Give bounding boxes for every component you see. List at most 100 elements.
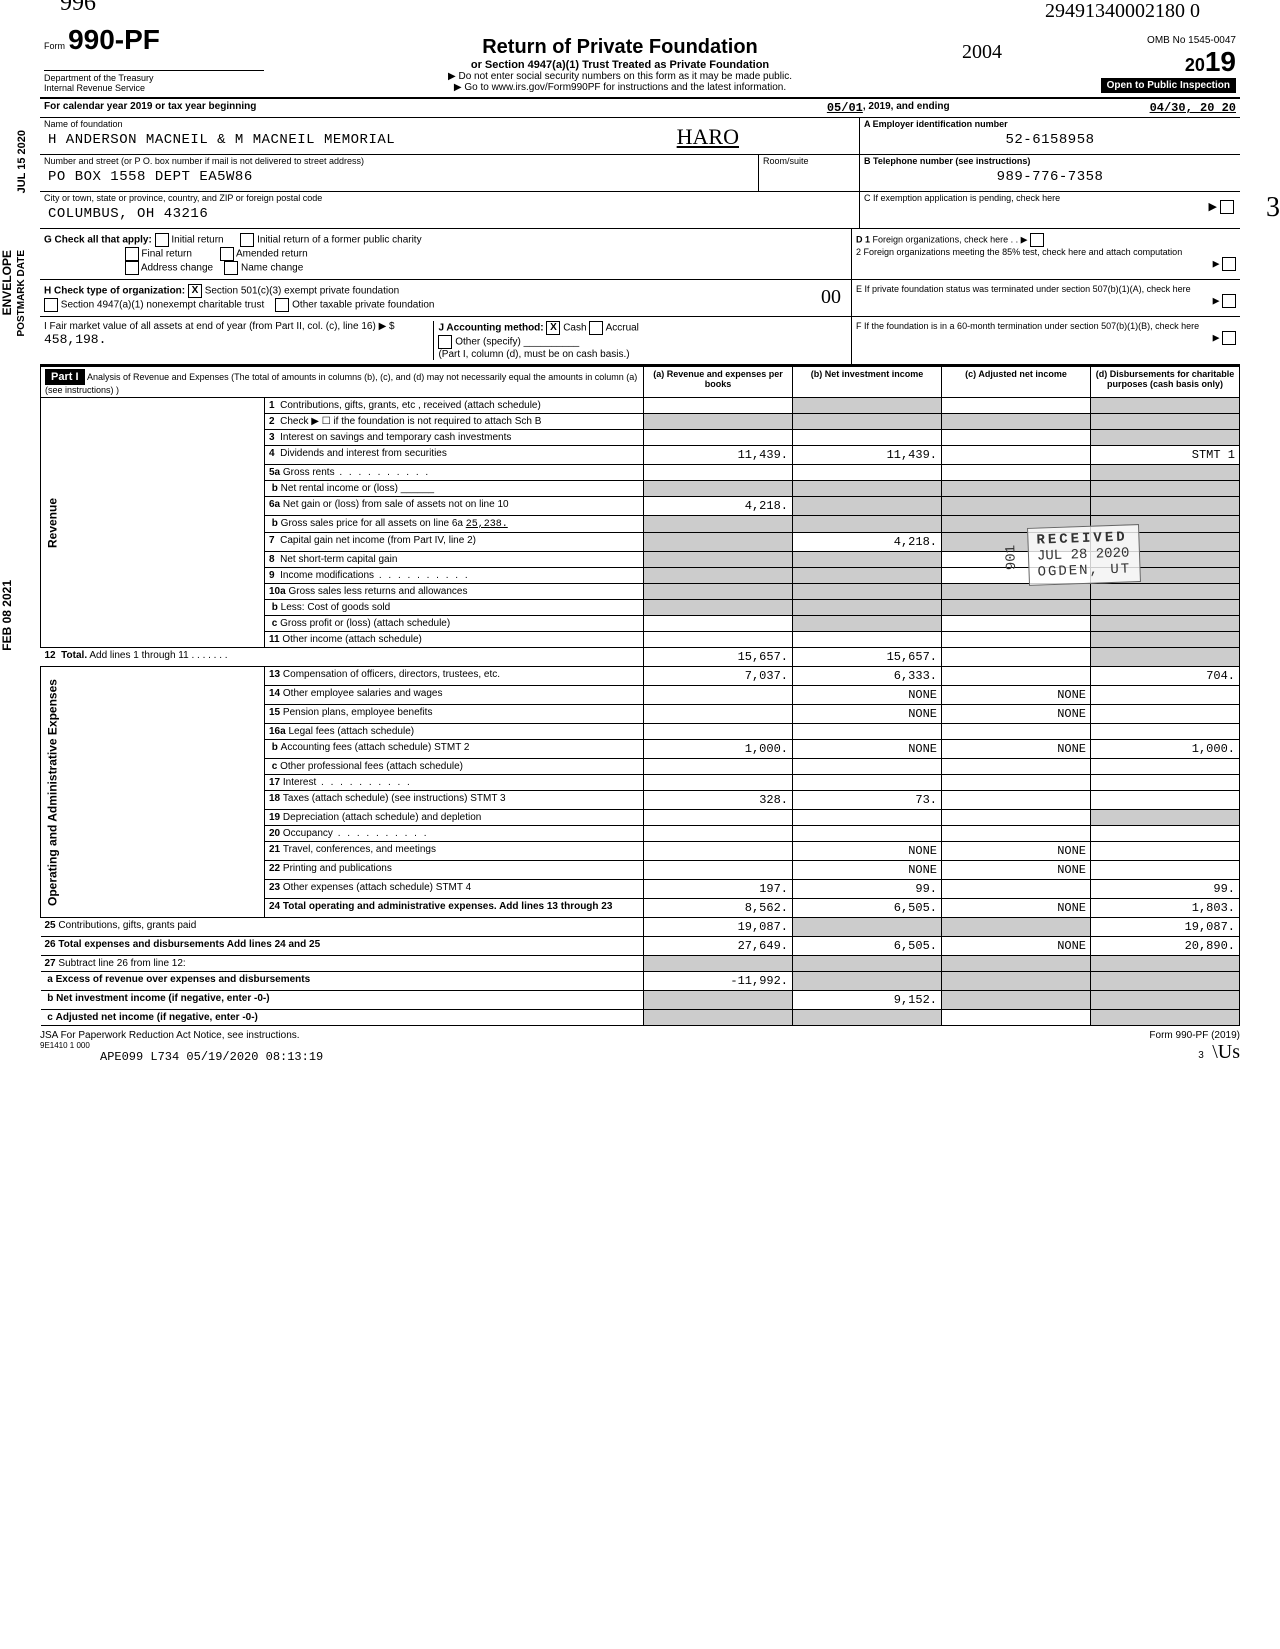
line-13-a: 7,037.: [644, 667, 793, 686]
j-cash-checkbox[interactable]: X: [546, 321, 560, 335]
line-18-a: 328.: [644, 791, 793, 810]
check-section-g: G Check all that apply: Initial return I…: [40, 229, 1240, 280]
line-18-b: 73.: [793, 791, 942, 810]
foundation-addr: PO BOX 1558 DEPT EA5W86: [40, 167, 758, 187]
scanned-stamp: SCANNED: [0, 720, 1, 809]
initial-label: Initial return: [171, 235, 223, 246]
line-25-a: 19,087.: [644, 918, 793, 937]
line-5a-desc: Gross rents: [283, 467, 430, 478]
h-other-label: Other taxable private foundation: [292, 300, 434, 311]
d2-label: 2 Foreign organizations meeting the 85% …: [856, 247, 1236, 257]
table-row: 26 Total expenses and disbursements Add …: [41, 937, 1240, 956]
line-27a-a: -11,992.: [644, 972, 793, 991]
f-checkbox[interactable]: [1222, 331, 1236, 345]
j-other-checkbox[interactable]: [438, 335, 452, 349]
form-prefix: Form: [44, 41, 65, 51]
d1-checkbox[interactable]: [1030, 233, 1044, 247]
postmark-label: POSTMARK DATE: [16, 250, 27, 336]
j-label: J Accounting method:: [438, 323, 543, 334]
stamp-2004: 2004: [962, 41, 1002, 64]
initial-checkbox[interactable]: [155, 233, 169, 247]
table-row: a Excess of revenue over expenses and di…: [41, 972, 1240, 991]
form-goto: ▶ Go to www.irs.gov/Form990PF for instru…: [272, 82, 968, 93]
calendar-row: For calendar year 2019 or tax year begin…: [40, 99, 1240, 118]
line-16b-a: 1,000.: [644, 740, 793, 759]
col-c-header: (c) Adjusted net income: [942, 367, 1091, 398]
name-change-checkbox[interactable]: [224, 261, 238, 275]
line-24-c: NONE: [942, 899, 1091, 918]
footer-code: 9E1410 1 000: [40, 1041, 323, 1050]
line-2-desc: Check ▶ ☐ if the foundation is not requi…: [280, 416, 541, 427]
d2-checkbox[interactable]: [1222, 257, 1236, 271]
addr-change-checkbox[interactable]: [125, 261, 139, 275]
room-label: Room/suite: [759, 155, 859, 167]
h-other-checkbox[interactable]: [275, 298, 289, 312]
line-4-desc: Dividends and interest from securities: [280, 448, 447, 459]
line-16b-c: NONE: [942, 740, 1091, 759]
line-26-c: NONE: [942, 937, 1091, 956]
line-12-b: 15,657.: [793, 648, 942, 667]
col-b-header: (b) Net investment income: [793, 367, 942, 398]
form-title: Return of Private Foundation: [272, 36, 968, 59]
j-cash-label: Cash: [563, 323, 586, 334]
table-row: b Net investment income (if negative, en…: [41, 991, 1240, 1010]
ein-value: 52-6158958: [860, 130, 1240, 150]
line-11-desc: Other income (attach schedule): [282, 634, 422, 645]
line-14-b: NONE: [793, 686, 942, 705]
line-27-desc: Subtract line 26 from line 12:: [58, 958, 185, 969]
line-24-b: 6,505.: [793, 899, 942, 918]
line-22-b: NONE: [793, 861, 942, 880]
line-23-d: 99.: [1091, 880, 1240, 899]
line-16b-d: 1,000.: [1091, 740, 1240, 759]
part1-header: Part I: [45, 369, 85, 385]
line-12-a: 15,657.: [644, 648, 793, 667]
table-row: 25 Contributions, gifts, grants paid19,0…: [41, 918, 1240, 937]
j-accrual-checkbox[interactable]: [589, 321, 603, 335]
h-501c3-label: Section 501(c)(3) exempt private foundat…: [205, 286, 400, 297]
line-25-d: 19,087.: [1091, 918, 1240, 937]
part1-table: Part I Analysis of Revenue and Expenses …: [40, 366, 1240, 1026]
line-18-desc: Taxes (attach schedule) (see instruction…: [283, 793, 506, 804]
line-15-b: NONE: [793, 705, 942, 724]
line-24-desc: Total operating and administrative expen…: [283, 901, 613, 912]
amended-checkbox[interactable]: [220, 247, 234, 261]
col-a-header: (a) Revenue and expenses per books: [644, 367, 793, 398]
line-4-b: 11,439.: [793, 446, 942, 465]
check-section-ij: I Fair market value of all assets at end…: [40, 317, 1240, 366]
line-22-desc: Printing and publications: [283, 863, 392, 874]
envelope-label: ENVELOPE: [0, 250, 14, 315]
table-row: 27 Subtract line 26 from line 12:: [41, 956, 1240, 972]
table-row: Revenue 1 Contributions, gifts, grants, …: [41, 398, 1240, 414]
col-d-header: (d) Disbursements for charitable purpose…: [1091, 367, 1240, 398]
footer-hand: \Us: [1212, 1041, 1240, 1063]
h-4947-checkbox[interactable]: [44, 298, 58, 312]
city-label: City or town, state or province, country…: [40, 192, 859, 204]
handwriting-3: 3: [1266, 192, 1280, 224]
h-501c3-checkbox[interactable]: X: [188, 284, 202, 298]
footer-form: Form 990-PF (2019): [1149, 1030, 1240, 1041]
line-6b-val: 25,238.: [466, 519, 508, 530]
line-21-c: NONE: [942, 842, 1091, 861]
e-checkbox[interactable]: [1222, 294, 1236, 308]
d1-label: D 1 Foreign organizations, check here . …: [856, 233, 1236, 247]
c-checkbox[interactable]: [1220, 200, 1234, 214]
name-change-label: Name change: [241, 263, 303, 274]
initial-former-checkbox[interactable]: [240, 233, 254, 247]
final-checkbox[interactable]: [125, 247, 139, 261]
line-14-c: NONE: [942, 686, 1091, 705]
open-inspection-label: Open to Public Inspection: [1101, 78, 1236, 93]
handwriting-top-right: 29491340002180 0: [1045, 0, 1200, 23]
tax-year: 19: [1205, 46, 1236, 77]
line-24-d: 1,803.: [1091, 899, 1240, 918]
line-21-b: NONE: [793, 842, 942, 861]
jul-date: JUL 15 2020: [16, 130, 28, 193]
i-value: 458,198.: [44, 332, 106, 347]
addr-label: Number and street (or P O. box number if…: [40, 155, 758, 167]
received-stamp: RECEIVED 901 JUL 28 2020 OGDEN, UT: [1027, 524, 1141, 586]
table-row: c Adjusted net income (if negative, ente…: [41, 1010, 1240, 1026]
f-label: F If the foundation is in a 60-month ter…: [856, 321, 1236, 331]
g-label: G Check all that apply:: [44, 235, 152, 246]
line-21-desc: Travel, conferences, and meetings: [283, 844, 436, 855]
line-27b-b: 9,152.: [793, 991, 942, 1010]
j-other-label: Other (specify): [455, 337, 521, 348]
